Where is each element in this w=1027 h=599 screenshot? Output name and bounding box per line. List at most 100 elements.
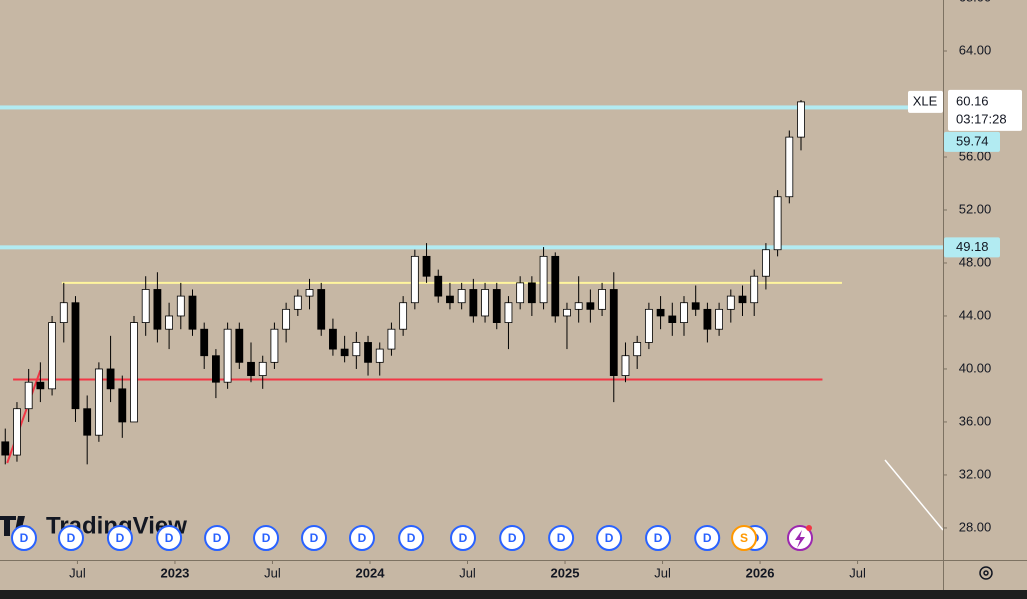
event-label: D [165, 531, 174, 545]
candle-body [1, 441, 10, 456]
y-tick-label: 52.00 [959, 201, 992, 216]
y-tick-label: 44.00 [959, 307, 992, 322]
event-marker[interactable]: D [499, 525, 526, 551]
event-circle[interactable] [10, 525, 37, 551]
x-tick-label: Jul [849, 565, 866, 580]
horizontal-line [0, 105, 943, 110]
candle-body [176, 295, 185, 317]
event-circle[interactable] [156, 525, 183, 551]
candle-body [785, 136, 794, 198]
event-label: D [310, 531, 319, 545]
event-label: D [605, 531, 614, 545]
event-circle[interactable] [106, 525, 133, 551]
event-marker[interactable]: S [731, 525, 758, 551]
candle-body [71, 302, 80, 410]
candle-body [235, 328, 244, 363]
event-circle[interactable] [348, 525, 375, 551]
event-label: D [67, 531, 76, 545]
candle-body [24, 381, 33, 410]
event-marker[interactable]: D [398, 525, 425, 551]
event-marker[interactable]: D [10, 525, 37, 551]
candle-body [762, 249, 770, 277]
event-circle[interactable] [253, 525, 280, 551]
candle-body [422, 255, 431, 277]
event-marker[interactable]: D [596, 525, 623, 551]
candle-body [317, 289, 326, 330]
candle-body [141, 289, 150, 323]
candle-body [223, 328, 232, 383]
y-tick-label: 40.00 [959, 360, 992, 375]
candle-body [153, 289, 162, 330]
candle-body [130, 322, 138, 423]
settings-icon[interactable] [979, 566, 993, 580]
event-label: D [459, 531, 468, 545]
x-tick-label: 2023 [160, 565, 189, 580]
event-marker[interactable]: D [106, 525, 133, 551]
y-tick-label: 36.00 [959, 413, 992, 428]
candle-body [247, 361, 255, 376]
candle-body [36, 381, 45, 390]
event-marker[interactable]: D [253, 525, 280, 551]
horizontal-line [0, 245, 943, 250]
event-marker[interactable]: D [57, 525, 84, 551]
event-circle[interactable] [499, 525, 526, 551]
event-label: D [262, 531, 271, 545]
candle-body [188, 295, 197, 330]
event-marker[interactable]: D [548, 525, 575, 551]
candle-body [59, 302, 68, 323]
candle-body [738, 295, 747, 304]
bolt-marker[interactable] [787, 525, 813, 551]
candle-body [492, 289, 501, 323]
event-circle[interactable] [450, 525, 477, 551]
logo-icon [0, 516, 33, 536]
event-circle[interactable] [694, 525, 721, 551]
event-circle[interactable] [301, 525, 328, 551]
candle-body [165, 315, 173, 330]
y-tick-label: 48.00 [959, 254, 992, 269]
candle-body [410, 255, 419, 304]
candle-body [586, 302, 595, 310]
last-price-box [948, 89, 1022, 131]
candle-body [118, 388, 127, 423]
x-tick-label: Jul [654, 565, 671, 580]
event-marker[interactable]: D [348, 525, 375, 551]
event-marker[interactable]: D [204, 525, 231, 551]
plot-area [0, 100, 943, 465]
candle-body [83, 408, 92, 436]
price-line-label: 49.18 [956, 239, 989, 254]
candle-body [305, 289, 314, 297]
price-line-label: 59.74 [956, 133, 989, 148]
candle-body [387, 328, 396, 350]
event-marker[interactable]: D [301, 525, 328, 551]
event-circle[interactable] [548, 525, 575, 551]
candle-body [469, 289, 478, 317]
event-circle[interactable] [398, 525, 425, 551]
event-label: D [407, 531, 416, 545]
candle-body [399, 302, 408, 330]
candle-body [598, 289, 606, 310]
x-tick-label: Jul [459, 565, 476, 580]
y-tick-label: 28.00 [959, 519, 992, 534]
event-circle[interactable] [731, 525, 758, 551]
event-circle[interactable] [57, 525, 84, 551]
candle-body [106, 368, 115, 390]
event-marker[interactable]: D [156, 525, 183, 551]
event-label: D [557, 531, 566, 545]
event-circle[interactable] [645, 525, 672, 551]
candle-body [457, 289, 466, 304]
settings-button[interactable] [979, 566, 993, 580]
candle-body [773, 196, 782, 251]
event-marker[interactable]: D [645, 525, 672, 551]
event-label: D [213, 531, 222, 545]
event-marker[interactable]: D [694, 525, 721, 551]
candle-body [574, 302, 583, 310]
candle-body [352, 342, 361, 357]
candle-body [504, 302, 513, 323]
bottom-bar [0, 590, 1027, 599]
candle-body [258, 361, 267, 376]
event-circle[interactable] [596, 525, 623, 551]
event-label: D [20, 531, 29, 545]
event-circle[interactable] [204, 525, 231, 551]
event-label: D [116, 531, 125, 545]
event-marker[interactable]: D [450, 525, 477, 551]
